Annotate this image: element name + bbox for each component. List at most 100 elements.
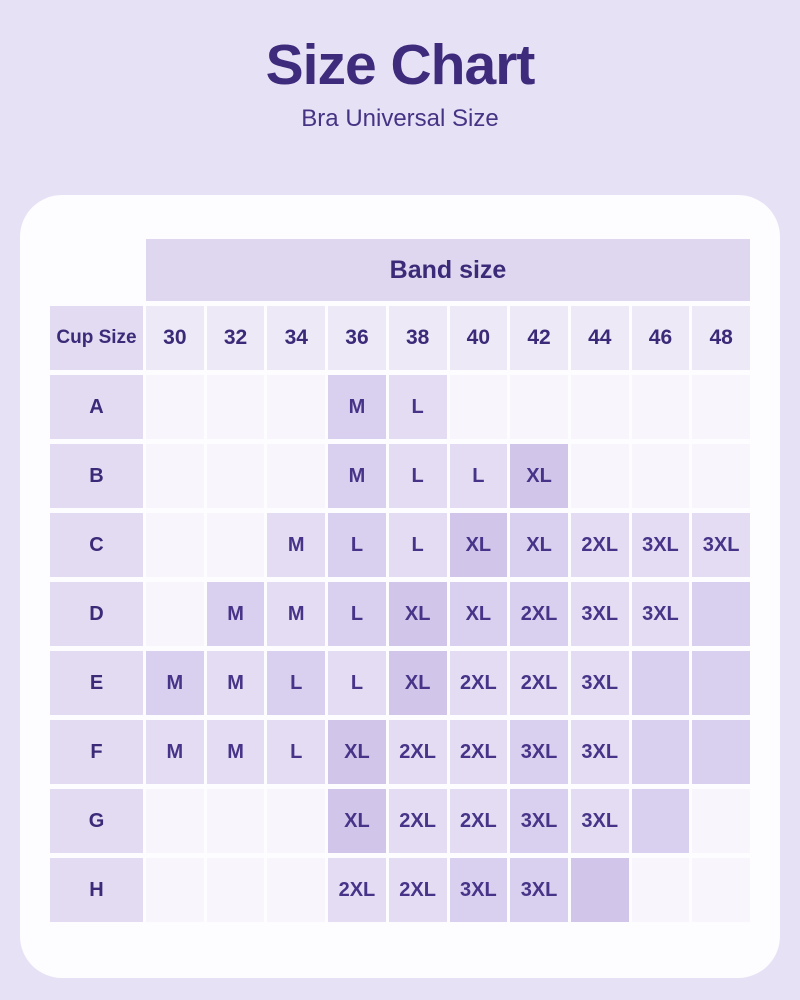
size-cell-empty xyxy=(267,789,326,853)
size-cell-B-36: M xyxy=(328,444,386,508)
size-cell-E-44: 3XL xyxy=(570,651,629,715)
size-cell-G-38: 2XL xyxy=(388,789,447,853)
cup-row-label-C: C xyxy=(50,513,143,577)
size-cell-F-40: 2XL xyxy=(449,720,508,784)
size-cell-E-34: L xyxy=(267,651,326,715)
size-cell-E-40: 2XL xyxy=(449,651,508,715)
size-cell-B-38: L xyxy=(388,444,447,508)
size-cell-shaded xyxy=(692,651,750,715)
size-cell-G-40: 2XL xyxy=(449,789,508,853)
band-size-col-30: 30 xyxy=(146,306,204,370)
band-size-col-42: 42 xyxy=(510,306,568,370)
size-cell-A-38: L xyxy=(388,375,447,439)
size-cell-C-42: XL xyxy=(510,513,568,577)
size-cell-E-36: L xyxy=(328,651,386,715)
size-cell-shaded xyxy=(570,858,629,922)
cup-size-header: Cup Size xyxy=(50,306,143,370)
band-size-col-32: 32 xyxy=(206,306,265,370)
size-cell-empty xyxy=(692,375,750,439)
size-cell-F-38: 2XL xyxy=(388,720,447,784)
size-cell-empty xyxy=(206,375,265,439)
size-cell-H-40: 3XL xyxy=(449,858,508,922)
size-cell-empty xyxy=(267,375,326,439)
size-cell-shaded xyxy=(631,651,690,715)
band-size-col-44: 44 xyxy=(570,306,629,370)
cup-row-label-G: G xyxy=(50,789,143,853)
size-cell-G-36: XL xyxy=(328,789,386,853)
size-cell-D-42: 2XL xyxy=(510,582,568,646)
cup-row-label-B: B xyxy=(50,444,143,508)
size-cell-F-32: M xyxy=(206,720,265,784)
size-cell-H-38: 2XL xyxy=(388,858,447,922)
size-cell-shaded xyxy=(631,720,690,784)
size-cell-C-38: L xyxy=(388,513,447,577)
size-cell-A-36: M xyxy=(328,375,386,439)
size-cell-C-48: 3XL xyxy=(692,513,750,577)
size-cell-C-40: XL xyxy=(449,513,508,577)
size-cell-empty xyxy=(146,375,204,439)
band-size-col-38: 38 xyxy=(388,306,447,370)
page-subtitle: Bra Universal Size xyxy=(301,104,499,132)
cup-row-label-H: H xyxy=(50,858,143,922)
size-cell-C-46: 3XL xyxy=(631,513,690,577)
cup-row-label-D: D xyxy=(50,582,143,646)
size-cell-empty xyxy=(146,858,204,922)
size-cell-E-38: XL xyxy=(388,651,447,715)
size-cell-F-34: L xyxy=(267,720,326,784)
band-size-header: Band size xyxy=(146,239,750,301)
size-cell-empty xyxy=(692,444,750,508)
band-size-col-46: 46 xyxy=(631,306,690,370)
cup-row-label-E: E xyxy=(50,651,143,715)
page-title: Size Chart xyxy=(265,33,536,97)
band-size-col-34: 34 xyxy=(267,306,326,370)
size-cell-D-46: 3XL xyxy=(631,582,690,646)
size-cell-empty xyxy=(631,858,690,922)
size-cell-D-38: XL xyxy=(388,582,447,646)
size-cell-empty xyxy=(692,858,750,922)
size-cell-empty xyxy=(510,375,568,439)
size-cell-D-36: L xyxy=(328,582,386,646)
size-cell-shaded xyxy=(631,789,690,853)
size-cell-F-42: 3XL xyxy=(510,720,568,784)
size-chart-card: Band size Cup Size 30 32 34 36 38 40 42 44 46 48 A M L… xyxy=(20,195,780,978)
size-cell-C-36: L xyxy=(328,513,386,577)
size-cell-empty xyxy=(631,375,690,439)
size-cell-empty xyxy=(449,375,508,439)
size-cell-empty xyxy=(206,858,265,922)
size-cell-F-44: 3XL xyxy=(570,720,629,784)
size-cell-E-32: M xyxy=(206,651,265,715)
size-cell-empty xyxy=(206,789,265,853)
size-cell-E-42: 2XL xyxy=(510,651,568,715)
size-cell-C-44: 2XL xyxy=(570,513,629,577)
corner-spacer xyxy=(50,239,143,301)
size-cell-empty xyxy=(206,444,265,508)
size-cell-empty xyxy=(570,444,629,508)
size-cell-empty xyxy=(146,444,204,508)
size-cell-empty xyxy=(146,789,204,853)
size-cell-empty xyxy=(146,582,204,646)
size-cell-D-44: 3XL xyxy=(570,582,629,646)
size-cell-D-32: M xyxy=(206,582,265,646)
size-cell-shaded xyxy=(692,582,750,646)
size-cell-F-36: XL xyxy=(328,720,386,784)
size-cell-C-34: M xyxy=(267,513,326,577)
size-cell-empty xyxy=(206,513,265,577)
size-cell-H-36: 2XL xyxy=(328,858,386,922)
size-cell-empty xyxy=(631,444,690,508)
cup-row-label-A: A xyxy=(50,375,143,439)
size-cell-shaded xyxy=(692,720,750,784)
size-cell-D-40: XL xyxy=(449,582,508,646)
size-table: Band size Cup Size 30 32 34 36 38 40 42 44 46 48 A M L… xyxy=(50,239,750,922)
cup-row-label-F: F xyxy=(50,720,143,784)
size-cell-G-42: 3XL xyxy=(510,789,568,853)
size-cell-B-42: XL xyxy=(510,444,568,508)
size-cell-empty xyxy=(692,789,750,853)
band-size-col-40: 40 xyxy=(449,306,508,370)
size-cell-empty xyxy=(570,375,629,439)
band-size-col-36: 36 xyxy=(328,306,386,370)
band-size-col-48: 48 xyxy=(692,306,750,370)
size-cell-B-40: L xyxy=(449,444,508,508)
size-cell-empty xyxy=(146,513,204,577)
size-cell-F-30: M xyxy=(146,720,204,784)
size-cell-D-34: M xyxy=(267,582,326,646)
